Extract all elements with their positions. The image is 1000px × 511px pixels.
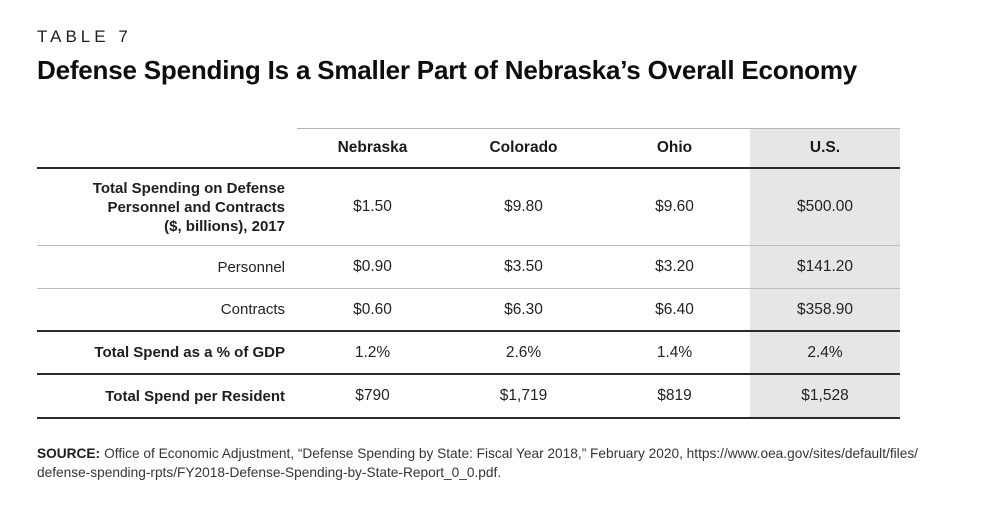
cell-value-nebraska: $0.60	[353, 300, 392, 318]
cell-value-colorado: $9.80	[504, 198, 543, 215]
table-row-personnel: Personnel $0.90 $3.50 $3.20 $141.20	[37, 246, 900, 289]
cell-value-ohio: $6.40	[655, 300, 694, 318]
cell-value-colorado: $6.30	[504, 300, 543, 318]
source-text-line1: Office of Economic Adjustment, “Defense …	[104, 446, 918, 461]
cell-value-nebraska: $0.90	[353, 258, 392, 275]
header-spacer-cell	[37, 128, 297, 167]
cell-value-colorado: 2.6%	[505, 343, 542, 361]
row-label-contracts: Contracts	[220, 301, 285, 318]
source-text-line2: defense-spending-rpts/FY2018-Defense-Spe…	[37, 465, 502, 480]
row-label-line: Personnel and Contracts	[107, 198, 285, 216]
cell-value-nebraska: 1.2%	[354, 343, 391, 361]
cell-value-ohio: $3.20	[655, 258, 694, 275]
row-label-personnel: Personnel	[217, 258, 285, 276]
column-header-us: U.S.	[750, 128, 900, 167]
cell-value-ohio: 1.4%	[656, 343, 693, 361]
table-row-per-resident: Total Spend per Resident $790 $1,719 $81…	[37, 375, 900, 419]
row-label-line: Total Spending on Defense	[92, 179, 285, 197]
table-header-row: Nebraska Colorado Ohio U.S.	[37, 128, 900, 169]
cell-value-us: $141.20	[750, 246, 900, 288]
cell-value-us: $500.00	[750, 169, 900, 245]
page-title: Defense Spending Is a Smaller Part of Ne…	[37, 55, 857, 85]
row-label-percent-gdp: Total Spend as a % of GDP	[94, 344, 285, 361]
cell-value-colorado: $3.50	[504, 258, 543, 275]
cell-value-colorado: $1,719	[499, 387, 548, 404]
row-label-line: ($, billions), 2017	[164, 217, 285, 235]
column-header-nebraska: Nebraska	[297, 128, 448, 167]
row-label-per-resident: Total Spend per Resident	[105, 387, 285, 405]
table-eyebrow: TABLE 7	[37, 27, 132, 46]
column-header-ohio: Ohio	[599, 128, 750, 167]
figure-content: TABLE 7 Defense Spending Is a Smaller Pa…	[37, 27, 922, 482]
table-row-percent-gdp: Total Spend as a % of GDP 1.2% 2.6% 1.4%…	[37, 332, 900, 375]
source-note: SOURCE: Office of Economic Adjustment, “D…	[37, 444, 922, 482]
cell-value-us: 2.4%	[750, 332, 900, 373]
cell-value-us: $1,528	[750, 375, 900, 417]
cell-value-us: $358.90	[750, 289, 900, 330]
row-label-total-spending: Total Spending on Defense Personnel and …	[37, 169, 297, 245]
cell-value-ohio: $9.60	[655, 198, 694, 215]
source-label: SOURCE:	[37, 446, 101, 461]
data-table: Nebraska Colorado Ohio U.S. Total Spendi…	[37, 128, 900, 419]
table-row-contracts: Contracts $0.60 $6.30 $6.40 $358.90	[37, 289, 900, 332]
cell-value-nebraska: $790	[355, 387, 390, 404]
cell-value-ohio: $819	[657, 387, 692, 404]
table-row-total-spending: Total Spending on Defense Personnel and …	[37, 169, 900, 246]
cell-value-nebraska: $1.50	[353, 198, 392, 215]
column-header-colorado: Colorado	[448, 128, 599, 167]
